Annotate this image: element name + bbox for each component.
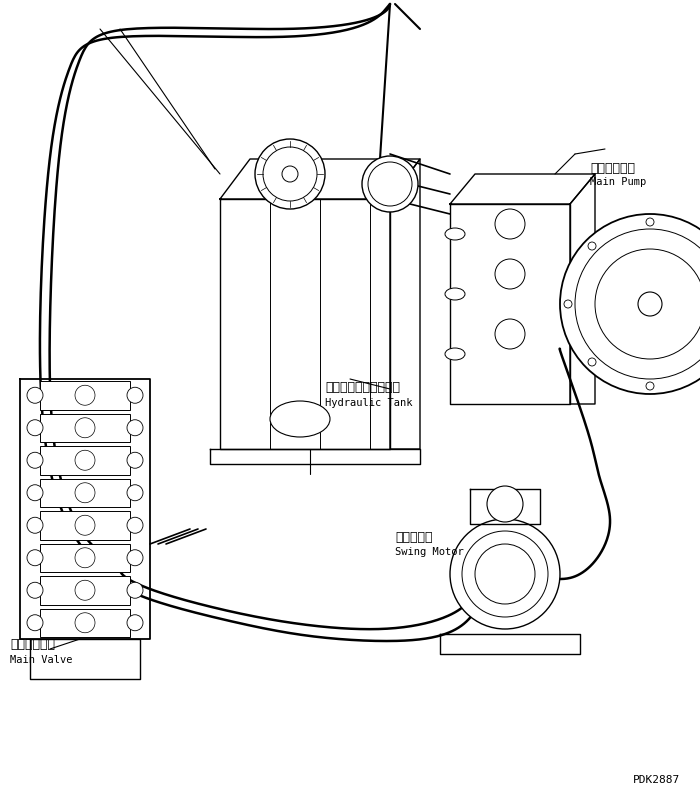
Bar: [40, 479, 130, 507]
Polygon shape: [220, 160, 420, 200]
Text: Hydraulic Tank: Hydraulic Tank: [325, 397, 412, 407]
Circle shape: [646, 382, 654, 390]
Polygon shape: [440, 634, 580, 654]
Circle shape: [450, 520, 560, 630]
Circle shape: [27, 615, 43, 631]
Polygon shape: [570, 175, 595, 405]
Circle shape: [127, 485, 143, 501]
Bar: [40, 381, 130, 410]
Circle shape: [487, 487, 523, 522]
Ellipse shape: [445, 288, 465, 300]
Circle shape: [27, 485, 43, 501]
Polygon shape: [390, 160, 420, 450]
Circle shape: [564, 300, 572, 308]
Bar: [40, 609, 130, 638]
Circle shape: [495, 259, 525, 290]
Circle shape: [27, 420, 43, 436]
Text: PDK2887: PDK2887: [633, 774, 680, 784]
Circle shape: [495, 210, 525, 240]
Polygon shape: [220, 200, 390, 450]
Text: メインポンプ: メインポンプ: [590, 161, 635, 174]
Circle shape: [27, 582, 43, 598]
Text: メインバルブ: メインバルブ: [10, 638, 55, 650]
Circle shape: [560, 214, 700, 394]
Polygon shape: [470, 489, 540, 524]
Circle shape: [27, 388, 43, 404]
Circle shape: [127, 615, 143, 631]
Circle shape: [127, 518, 143, 533]
Circle shape: [495, 320, 525, 349]
Circle shape: [27, 550, 43, 566]
Text: Main Pump: Main Pump: [590, 177, 646, 187]
Polygon shape: [450, 175, 595, 205]
Circle shape: [27, 453, 43, 469]
Ellipse shape: [445, 229, 465, 241]
Ellipse shape: [270, 402, 330, 438]
Text: Swing Motor: Swing Motor: [395, 546, 463, 556]
Bar: [40, 544, 130, 573]
Text: 旋回モータ: 旋回モータ: [395, 531, 433, 544]
Circle shape: [638, 292, 662, 316]
Text: ハイドロリックタンク: ハイドロリックタンク: [325, 381, 400, 394]
Circle shape: [255, 140, 325, 210]
Circle shape: [646, 218, 654, 226]
Circle shape: [127, 420, 143, 436]
Circle shape: [282, 167, 298, 183]
Circle shape: [362, 157, 418, 213]
Ellipse shape: [445, 349, 465, 361]
Bar: [40, 446, 130, 475]
Circle shape: [127, 388, 143, 404]
Polygon shape: [210, 450, 420, 464]
Circle shape: [27, 518, 43, 533]
Bar: [40, 414, 130, 442]
Circle shape: [588, 358, 596, 366]
Circle shape: [127, 453, 143, 469]
Text: Main Valve: Main Valve: [10, 654, 73, 664]
Polygon shape: [450, 205, 570, 405]
Polygon shape: [30, 639, 140, 679]
Circle shape: [127, 582, 143, 598]
Circle shape: [588, 243, 596, 251]
Circle shape: [127, 550, 143, 566]
Bar: [40, 512, 130, 540]
Bar: [40, 577, 130, 605]
